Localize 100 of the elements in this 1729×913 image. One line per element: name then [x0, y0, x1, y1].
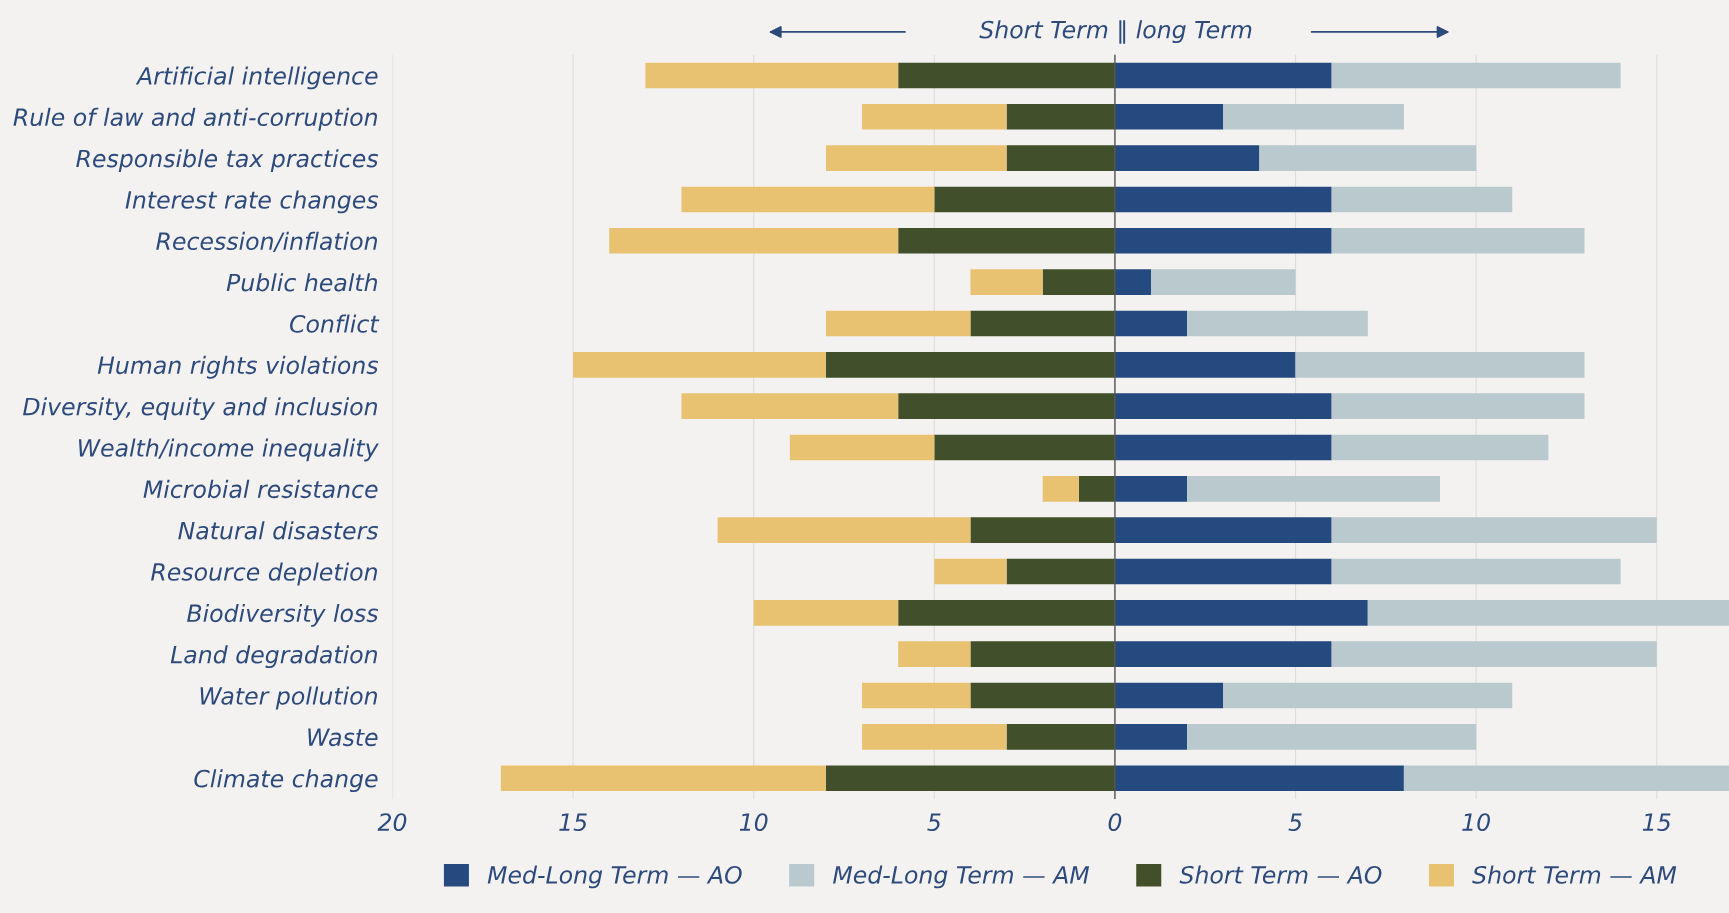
bar [1114, 352, 1296, 378]
bar [898, 600, 1115, 626]
bar [1042, 269, 1115, 295]
bar [1006, 724, 1115, 750]
y-tick-label: Microbial resistance [143, 479, 378, 499]
x-tick-label: 5 [927, 813, 941, 832]
bar [1331, 62, 1621, 89]
x-tick-label: 0 [1108, 813, 1122, 832]
bar [898, 641, 971, 667]
bar [1331, 227, 1585, 254]
bar [1114, 476, 1188, 502]
y-tick-label: Conflict [290, 314, 380, 333]
bar [1042, 476, 1079, 502]
bar [1187, 724, 1477, 750]
y-tick-label: Public health [226, 273, 377, 292]
bar [681, 393, 899, 419]
bar [862, 103, 1007, 130]
bar [970, 641, 1115, 667]
y-tick-label: Responsible tax practices [76, 149, 379, 173]
bar [717, 517, 971, 543]
bar [1114, 517, 1332, 543]
bar [1331, 434, 1549, 461]
y-tick-label: Artificial intelligence [135, 66, 378, 90]
bar [1006, 558, 1115, 585]
bar [1223, 103, 1404, 130]
y-tick-label: Climate change [194, 769, 378, 793]
bar [970, 517, 1115, 543]
y-tick-label: Natural disasters [178, 521, 379, 540]
bar [1151, 269, 1296, 295]
y-tick-label: Water pollution [200, 686, 377, 710]
bar [1223, 682, 1513, 709]
bar [1078, 476, 1115, 502]
x-tick-label: 10 [1462, 813, 1490, 832]
bar [1187, 310, 1368, 337]
legend-label: Short Term — AM [1472, 865, 1677, 884]
bar [1367, 600, 1729, 626]
legend-label: Med-Long Term — AM [833, 865, 1090, 889]
legend-label: Med-Long Term — AO [487, 865, 742, 889]
bar [1187, 476, 1441, 502]
bar [862, 682, 971, 709]
y-tick-label: Waste [308, 728, 378, 747]
bar [1114, 724, 1188, 750]
y-tick-label: Human rights violations [97, 355, 379, 379]
bar [1114, 765, 1404, 792]
bar [1114, 227, 1332, 254]
bar [1114, 682, 1224, 709]
bar [1114, 103, 1224, 130]
bar [789, 434, 935, 461]
bar [681, 186, 935, 213]
bar [1259, 145, 1477, 171]
bar [970, 310, 1115, 337]
bar [934, 558, 1007, 585]
bar [825, 352, 1115, 378]
bar [1006, 145, 1115, 171]
y-tick-label: Resource depletion [151, 562, 377, 586]
y-tick-label: Land degradation [170, 645, 377, 669]
bar [1331, 186, 1513, 213]
y-tick-label: Interest rate changes [125, 190, 379, 214]
bar [1114, 269, 1152, 295]
y-tick-label: Rule of law and anti-corruption [13, 107, 377, 131]
bar [934, 434, 1115, 461]
bar [1403, 765, 1729, 792]
x-tick-label: 20 [377, 813, 407, 832]
bar [970, 269, 1043, 295]
x-tick-label: 15 [1642, 813, 1671, 832]
bar [1331, 641, 1657, 667]
bar [1114, 558, 1332, 585]
bar [898, 62, 1115, 89]
bar [1331, 517, 1657, 543]
y-tick-label: Biodiversity loss [187, 603, 379, 627]
bar [1114, 145, 1260, 171]
bar [862, 724, 1007, 750]
bar [1114, 600, 1368, 626]
bar [1006, 103, 1115, 130]
bar [1114, 393, 1332, 419]
bar [825, 765, 1115, 792]
bar [898, 393, 1115, 419]
y-tick-label: Recession/inflation [156, 231, 377, 252]
bar [898, 227, 1115, 254]
bar [1331, 393, 1585, 419]
bar [970, 682, 1115, 709]
x-tick-label: 10 [739, 813, 768, 832]
bar [500, 765, 826, 792]
bar [934, 186, 1115, 213]
bar [753, 600, 899, 626]
bar [1295, 352, 1585, 378]
y-tick-label: Diversity, equity and inclusion [23, 397, 377, 421]
bar [1331, 558, 1621, 585]
bar [609, 227, 899, 254]
bar [825, 145, 1007, 171]
y-tick-label: Wealth/income inequality [78, 438, 379, 462]
bar [1114, 62, 1332, 89]
bar [1114, 310, 1188, 337]
text: Short Term ‖ long Term [979, 20, 1252, 44]
bar [645, 62, 899, 89]
legend-label: Short Term — AO [1179, 865, 1382, 884]
bar [825, 310, 971, 337]
bar [573, 352, 826, 378]
bar [1114, 641, 1332, 667]
x-tick-label: 5 [1288, 813, 1302, 832]
